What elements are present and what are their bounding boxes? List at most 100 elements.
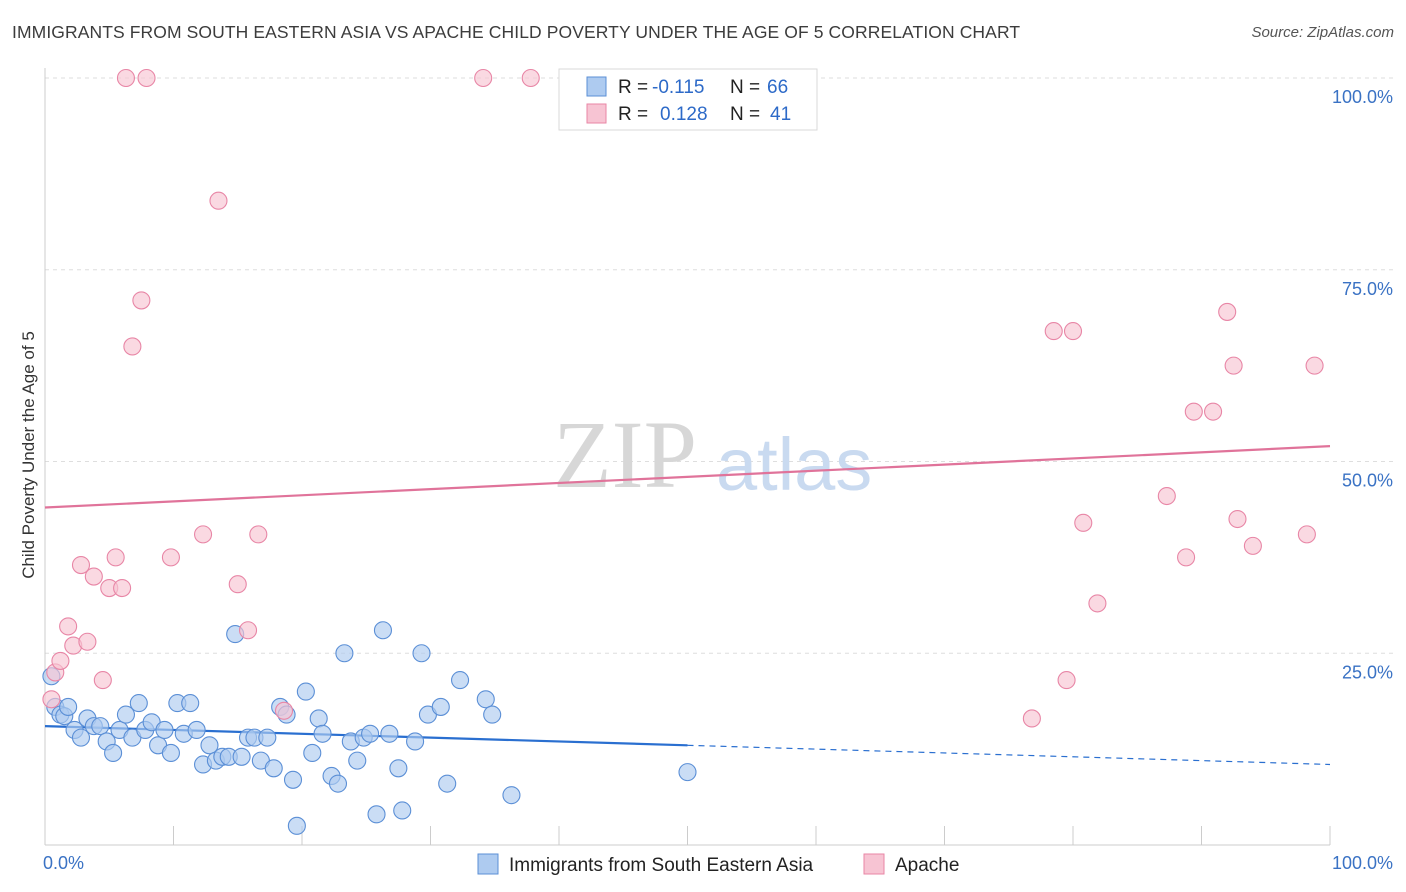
series-legend-swatch-blue: [477, 853, 499, 875]
axis-layer: 25.0% 50.0% 75.0% 100.0% 0.0% 100.0%: [43, 68, 1393, 873]
y-tick-label: 75.0%: [1342, 279, 1393, 299]
point-apache: [161, 548, 180, 567]
point-apache: [59, 617, 78, 636]
point-apache: [1218, 302, 1237, 321]
watermark: ZIP atlas: [553, 401, 872, 508]
point-apache: [1297, 525, 1316, 544]
point-apache: [194, 525, 213, 544]
point-apache: [1243, 536, 1262, 555]
watermark-zip: ZIP: [553, 401, 697, 508]
point-southeast-asia: [71, 728, 91, 747]
point-southeast-asia: [283, 770, 303, 789]
legend-n-value-0: 66: [767, 77, 788, 98]
x-tick-label-max: 100.0%: [1332, 853, 1393, 873]
legend-n-label-0: N =: [730, 77, 760, 98]
trend-line-pink: [44, 445, 1331, 509]
point-southeast-asia: [476, 690, 495, 709]
legend-swatch-pink: [586, 103, 607, 124]
point-southeast-asia: [296, 682, 315, 701]
point-southeast-asia: [389, 759, 408, 778]
point-southeast-asia: [104, 743, 123, 763]
series-legend: Immigrants from South Eastern Asia Apach…: [477, 853, 959, 876]
point-apache: [1088, 594, 1107, 613]
point-apache: [78, 632, 97, 651]
legend-r-value-0: -0.115: [652, 77, 704, 98]
point-southeast-asia: [678, 763, 697, 782]
point-southeast-asia: [393, 801, 412, 820]
point-apache: [132, 291, 151, 310]
point-southeast-asia: [451, 671, 470, 690]
point-apache: [1224, 356, 1243, 375]
point-southeast-asia: [232, 747, 251, 766]
point-apache: [116, 68, 136, 88]
point-southeast-asia: [502, 786, 521, 805]
legend-r-label-1: R =: [618, 104, 648, 125]
point-southeast-asia: [161, 743, 180, 763]
legend-n-label-1: N =: [730, 104, 760, 125]
point-apache: [1057, 671, 1076, 690]
point-apache: [71, 555, 91, 575]
point-apache: [1044, 322, 1063, 341]
y-tick-label: 100.0%: [1332, 87, 1393, 107]
point-apache: [238, 621, 258, 640]
point-southeast-asia: [373, 621, 393, 640]
point-southeast-asia: [264, 759, 283, 778]
point-southeast-asia: [348, 751, 367, 770]
point-apache: [274, 701, 294, 720]
legend-r-value-1: 0.128: [660, 104, 708, 125]
point-southeast-asia: [328, 774, 348, 793]
series-legend-label-pink: Apache: [895, 855, 959, 876]
points-layer: [42, 68, 1324, 835]
point-apache: [1184, 402, 1203, 421]
y-tick-label: 50.0%: [1342, 471, 1393, 491]
point-southeast-asia: [258, 728, 277, 747]
point-apache: [1228, 509, 1247, 529]
point-southeast-asia: [181, 694, 200, 713]
point-southeast-asia: [380, 724, 399, 743]
point-apache: [1204, 402, 1223, 421]
legend-n-value-1: 41: [770, 104, 791, 125]
point-southeast-asia: [91, 717, 110, 736]
point-apache: [209, 191, 228, 210]
legend-r-label-0: R =: [618, 77, 648, 98]
y-tick-label: 25.0%: [1342, 662, 1393, 682]
point-southeast-asia: [367, 805, 386, 824]
point-apache: [137, 68, 156, 88]
y-axis-title: Child Poverty Under the Age of 5: [19, 331, 38, 579]
watermark-atlas: atlas: [716, 423, 872, 506]
chart-title: IMMIGRANTS FROM SOUTH EASTERN ASIA VS AP…: [12, 22, 1021, 42]
point-apache: [521, 68, 540, 88]
series-legend-swatch-pink: [863, 853, 885, 875]
point-southeast-asia: [406, 732, 425, 751]
point-southeast-asia: [431, 697, 450, 716]
point-southeast-asia: [309, 709, 328, 728]
point-southeast-asia: [303, 743, 322, 763]
point-apache: [1063, 322, 1083, 341]
point-apache: [474, 68, 493, 88]
trend-line-blue-extrapolated: [687, 744, 1331, 766]
point-southeast-asia: [59, 697, 78, 716]
point-apache: [1177, 548, 1196, 567]
source-label: Source: ZipAtlas.com: [1251, 24, 1394, 41]
legend-swatch-blue: [586, 76, 607, 97]
point-southeast-asia: [155, 720, 174, 740]
point-southeast-asia: [483, 705, 502, 724]
point-apache: [228, 575, 247, 594]
point-apache: [113, 579, 132, 598]
point-apache: [1022, 709, 1041, 728]
point-apache: [1074, 513, 1093, 532]
point-southeast-asia: [287, 816, 306, 835]
point-apache: [106, 548, 125, 567]
point-apache: [84, 567, 103, 586]
point-southeast-asia: [438, 774, 457, 793]
point-southeast-asia: [361, 724, 380, 743]
point-southeast-asia: [129, 694, 148, 713]
point-southeast-asia: [200, 736, 219, 755]
point-apache: [1157, 486, 1176, 506]
x-tick-label-min: 0.0%: [43, 853, 84, 873]
point-apache: [1305, 356, 1324, 375]
point-southeast-asia: [313, 724, 332, 743]
point-apache: [42, 690, 61, 709]
point-southeast-asia: [412, 644, 431, 663]
